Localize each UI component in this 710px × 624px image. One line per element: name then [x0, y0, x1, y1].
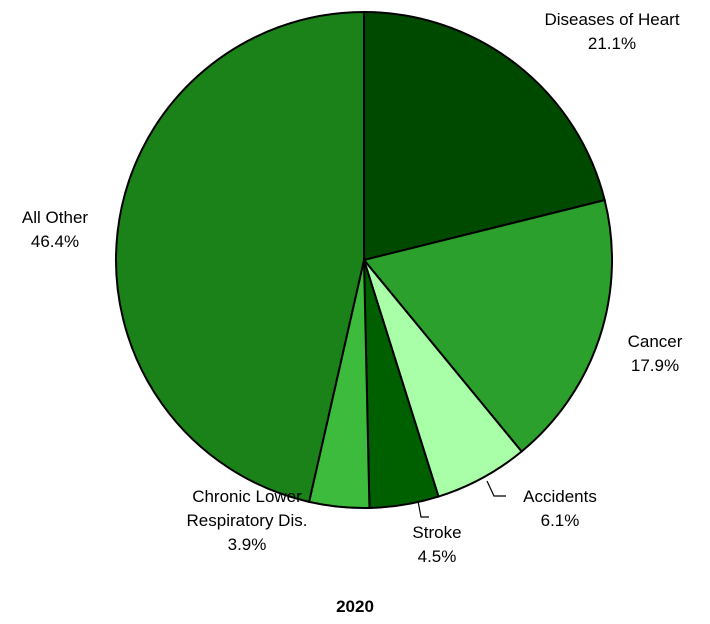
slice-label: All Other 46.4%: [0, 206, 110, 254]
chart-title: 2020: [336, 597, 374, 616]
slice-label: Chronic Lower Respiratory Dis. 3.9%: [170, 485, 325, 557]
category-label: Diseases of Heart: [544, 10, 680, 29]
value-label: 4.5%: [417, 547, 457, 566]
slice-label: Diseases of Heart 21.1%: [512, 8, 710, 56]
category-label: Cancer: [627, 332, 683, 351]
value-label: 6.1%: [540, 511, 580, 530]
leader-line: [486, 480, 506, 497]
slice-label: Accidents 6.1%: [500, 485, 620, 533]
value-label: 3.9%: [227, 535, 267, 554]
pie-slice: [363, 10, 606, 262]
slice-label: Cancer 17.9%: [595, 330, 710, 378]
category-label: Accidents: [523, 487, 597, 506]
leader-line: [417, 500, 429, 518]
category-label: Stroke: [412, 523, 462, 542]
value-label: 46.4%: [30, 232, 80, 251]
category-label: Chronic Lower Respiratory Dis.: [186, 487, 308, 530]
value-label: 17.9%: [630, 356, 680, 375]
category-label: All Other: [21, 208, 89, 227]
value-label: 21.1%: [587, 34, 637, 53]
slice-label: Stroke 4.5%: [387, 521, 487, 569]
pie-slice: [362, 198, 613, 453]
pie-slice: [115, 10, 365, 504]
